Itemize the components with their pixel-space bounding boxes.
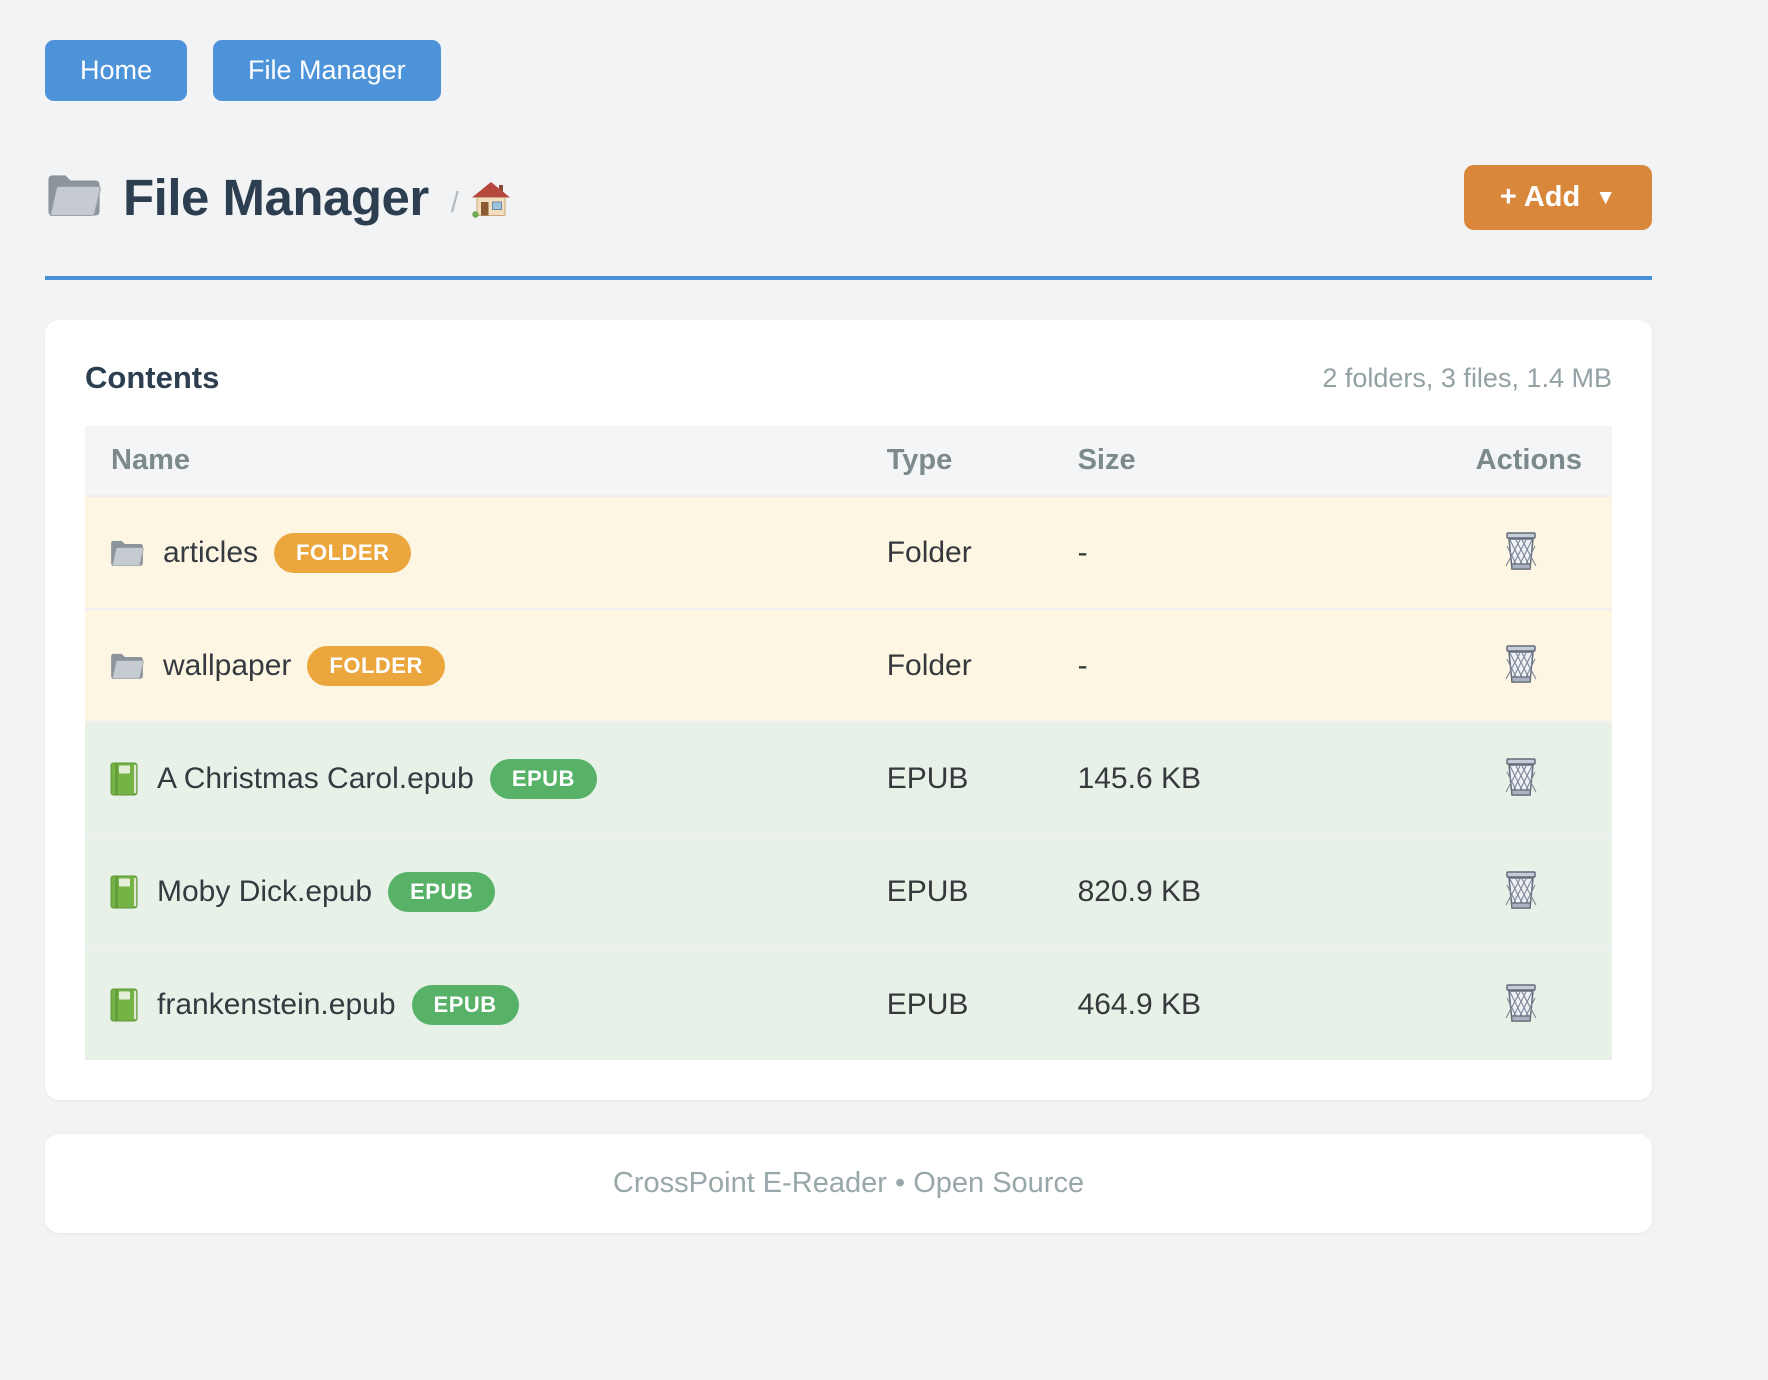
delete-button[interactable] <box>1502 869 1540 914</box>
green-book-icon <box>109 987 139 1023</box>
top-nav: Home File Manager <box>45 40 1652 101</box>
table-row: A Christmas Carol.epub EPUB EPUB 145.6 K… <box>85 721 1612 835</box>
breadcrumb-separator: / <box>450 187 459 219</box>
green-book-icon <box>110 875 138 908</box>
breadcrumb-home-link[interactable] <box>471 181 511 224</box>
type-cell: Folder <box>886 608 1078 722</box>
type-badge: FOLDER <box>274 532 412 573</box>
file-name-link[interactable]: frankenstein.epub <box>157 987 396 1021</box>
delete-button[interactable] <box>1502 643 1540 688</box>
trash-icon <box>1505 532 1537 570</box>
type-badge: EPUB <box>388 871 496 912</box>
trash-icon <box>1502 530 1540 575</box>
trash-icon <box>1502 756 1540 801</box>
trash-icon <box>1505 758 1537 796</box>
trash-icon <box>1502 982 1540 1027</box>
delete-button[interactable] <box>1502 982 1540 1027</box>
folder-icon <box>109 538 145 568</box>
file-name-link[interactable]: A Christmas Carol.epub <box>157 761 474 795</box>
trash-icon <box>1502 643 1540 688</box>
folder-icon <box>48 175 101 216</box>
table-row: frankenstein.epub EPUB EPUB 464.9 KB <box>85 947 1612 1060</box>
header-divider <box>45 276 1652 280</box>
file-name-link[interactable]: wallpaper <box>163 648 292 682</box>
add-button-label: + Add <box>1499 181 1581 213</box>
column-header-type: Type <box>886 426 1078 496</box>
file-table: Name Type Size Actions articles FOLDER F… <box>85 426 1612 1060</box>
contents-summary: 2 folders, 3 files, 1.4 MB <box>1322 362 1612 393</box>
type-badge: EPUB <box>489 758 597 799</box>
green-book-icon <box>109 761 139 797</box>
type-cell: Folder <box>886 495 1078 609</box>
footer-card: CrossPoint E-Reader • Open Source <box>45 1134 1652 1233</box>
folder-icon <box>109 651 145 681</box>
green-book-icon <box>110 988 138 1021</box>
page-header: File Manager / + Add ▼ <box>45 165 1652 230</box>
type-badge: EPUB <box>411 984 519 1025</box>
green-book-icon <box>110 762 138 795</box>
trash-icon <box>1502 869 1540 914</box>
type-cell: EPUB <box>886 947 1078 1060</box>
table-row: articles FOLDER Folder - <box>85 495 1612 609</box>
page-container: Home File Manager File Manager / + Add ▼ <box>45 0 1652 1233</box>
size-cell: 145.6 KB <box>1077 721 1399 835</box>
type-badge: FOLDER <box>307 645 445 686</box>
size-cell: 820.9 KB <box>1077 834 1399 948</box>
add-button[interactable]: + Add ▼ <box>1463 165 1652 230</box>
footer-text: CrossPoint E-Reader • Open Source <box>612 1167 1085 1199</box>
folder-icon <box>111 540 144 566</box>
type-cell: EPUB <box>886 834 1078 948</box>
table-header-row: Name Type Size Actions <box>85 426 1612 496</box>
delete-button[interactable] <box>1502 530 1540 575</box>
column-header-name: Name <box>85 426 887 496</box>
folder-icon <box>111 653 144 679</box>
trash-icon <box>1505 645 1537 683</box>
contents-heading: Contents <box>85 360 220 395</box>
title-wrap: File Manager / <box>45 168 511 227</box>
type-cell: EPUB <box>886 721 1078 835</box>
size-cell: - <box>1077 608 1399 722</box>
contents-card: Contents 2 folders, 3 files, 1.4 MB Name… <box>45 320 1652 1100</box>
file-table-body: articles FOLDER Folder - wallpaper <box>85 495 1612 1060</box>
nav-button-home[interactable]: Home <box>45 40 188 101</box>
table-row: Moby Dick.epub EPUB EPUB 820.9 KB <box>85 834 1612 948</box>
column-header-size: Size <box>1077 426 1399 496</box>
caret-down-icon: ▼ <box>1595 186 1616 209</box>
green-book-icon <box>109 874 139 910</box>
size-cell: 464.9 KB <box>1077 947 1399 1060</box>
file-name-link[interactable]: Moby Dick.epub <box>157 874 373 908</box>
trash-icon <box>1505 984 1537 1022</box>
trash-icon <box>1505 871 1537 909</box>
nav-button-file-manager[interactable]: File Manager <box>213 40 441 101</box>
size-cell: - <box>1077 495 1399 609</box>
table-row: wallpaper FOLDER Folder - <box>85 608 1612 722</box>
delete-button[interactable] <box>1502 756 1540 801</box>
file-name-link[interactable]: articles <box>163 535 259 569</box>
column-header-actions: Actions <box>1398 426 1612 496</box>
house-icon <box>471 182 510 218</box>
page-title: File Manager <box>123 169 429 226</box>
contents-card-header: Contents 2 folders, 3 files, 1.4 MB <box>85 360 1612 396</box>
